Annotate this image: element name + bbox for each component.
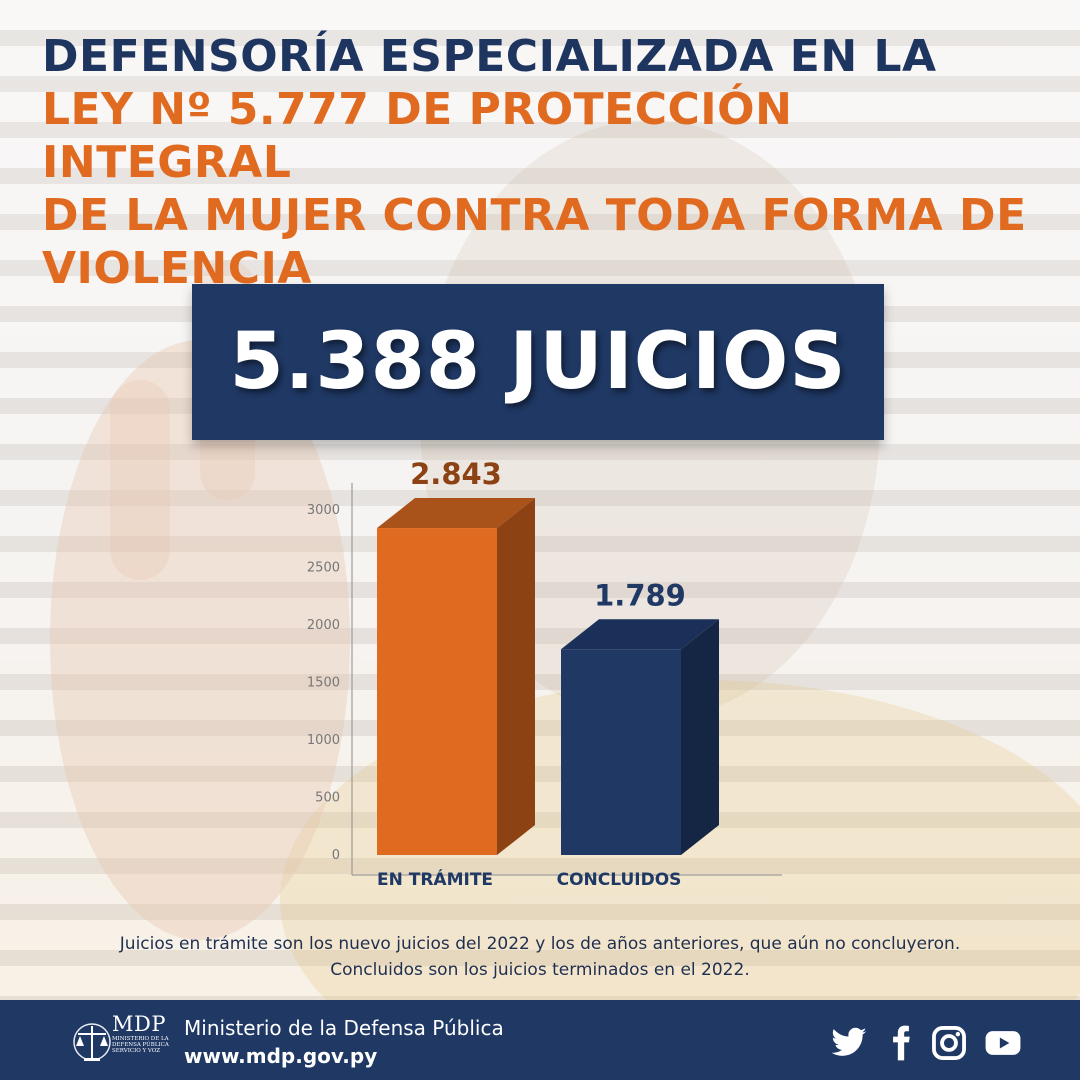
headline-banner: 5.388 JUICIOS <box>192 284 884 440</box>
mdp-logo-icon <box>73 1023 111 1061</box>
logo-subtext-name: MINISTERIO DE LA DEFENSA PÚBLICA <box>112 1036 169 1048</box>
category-label: EN TRÁMITE <box>377 868 493 890</box>
bar-top-1 <box>561 619 719 650</box>
y-tick-label: 1500 <box>307 676 340 691</box>
value-label: 1.789 <box>594 578 686 612</box>
chart-footnote: Juicios en trámite son los nuevo juicios… <box>0 931 1080 983</box>
page-title: DEFENSORÍA ESPECIALIZADA EN LA LEY Nº 5.… <box>42 30 1052 295</box>
title-line-3: DE LA MUJER CONTRA TODA FORMA DE <box>42 190 1027 241</box>
footer-bar: MDP MINISTERIO DE LA DEFENSA PÚBLICA SER… <box>0 1000 1080 1080</box>
organization-name: Ministerio de la Defensa Pública <box>184 1016 504 1040</box>
y-tick-label: 2500 <box>307 561 340 576</box>
logo-subtext: MINISTERIO DE LA DEFENSA PÚBLICA SERVICI… <box>112 1036 172 1054</box>
twitter-icon[interactable] <box>830 1024 868 1062</box>
y-tick-label: 0 <box>332 848 340 863</box>
background <box>0 0 1080 1000</box>
bar-concluidos <box>561 649 681 855</box>
youtube-icon[interactable] <box>984 1024 1022 1062</box>
bar-side-1 <box>681 619 719 855</box>
title-line-1: DEFENSORÍA ESPECIALIZADA EN LA <box>42 31 937 82</box>
value-label: 2.843 <box>410 457 502 491</box>
bar-side-0 <box>497 498 535 855</box>
instagram-icon[interactable] <box>930 1024 968 1062</box>
logo-text: MDP <box>112 1012 166 1036</box>
y-tick-label: 2000 <box>307 618 340 633</box>
logo-motto: SERVICIO Y VOZ <box>112 1048 161 1054</box>
website-link[interactable]: www.mdp.gov.py <box>184 1044 378 1068</box>
chart-bars <box>377 498 719 855</box>
bar-chart: 0 500 1000 1500 2000 2500 3000 2.843 EN TRÁMITE… <box>307 457 782 890</box>
bar-top-0 <box>377 498 535 529</box>
footnote-line-1: Juicios en trámite son los nuevo juicios… <box>119 934 961 954</box>
chart-axes: 0 500 1000 1500 2000 2500 3000 <box>307 483 782 876</box>
y-tick-label: 1000 <box>307 733 340 748</box>
chart-labels: 2.843 EN TRÁMITE 1.789 CONCLUIDOS <box>377 457 686 890</box>
y-tick-label: 500 <box>315 791 340 806</box>
bar-en-tramite <box>377 528 497 855</box>
headline-total: 5.388 JUICIOS <box>229 317 847 407</box>
category-label: CONCLUIDOS <box>557 870 682 890</box>
facebook-icon[interactable] <box>882 1024 920 1062</box>
footnote-line-2: Concluidos son los juicios terminados en… <box>330 960 750 980</box>
y-tick-label: 3000 <box>307 503 340 518</box>
title-line-2: LEY Nº 5.777 DE PROTECCIÓN INTEGRAL <box>42 84 793 188</box>
